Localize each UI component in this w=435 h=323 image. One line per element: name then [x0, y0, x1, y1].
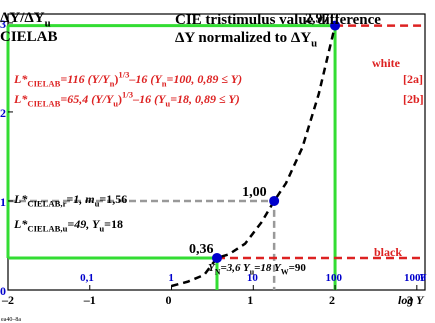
- note-u-part: CIELAB,u: [27, 224, 67, 234]
- note-bottom-part: N: [215, 267, 221, 276]
- formula-2b-part: u: [113, 99, 118, 109]
- formula-2b: L*CIELAB=65,4 (Y/Yu)1/3–16 (Yu=18, 0,89 …: [13, 90, 240, 109]
- note-bottom-part: =18 Y: [254, 262, 282, 274]
- formula-2b-part: u: [165, 99, 170, 109]
- data-label: 1,00: [242, 185, 266, 200]
- data-point: [211, 252, 222, 263]
- note-bottom-part: =3,6 Y: [220, 262, 251, 274]
- note-reference-part: u: [95, 199, 100, 209]
- cielab-label: CIELAB: [0, 29, 58, 45]
- formula-2b-tag: [2b]: [403, 92, 424, 106]
- x-tick-label: 0: [166, 293, 172, 307]
- formula-2b-part: L*: [13, 92, 28, 106]
- formula-2b-part: –16 (Y: [132, 92, 167, 106]
- note-reference-part: =1,56: [99, 192, 127, 206]
- note-bottom-part: W: [281, 267, 289, 276]
- formula-2a-part: =116 (Y/Y: [60, 72, 111, 86]
- chart-title: CIE tristimulus value difference: [175, 12, 381, 28]
- chart-subtitle-part: ΔY normalized to ΔY: [175, 30, 311, 46]
- secondary-tick-label: 0,1: [80, 272, 94, 284]
- data-label: 0,36: [189, 242, 214, 257]
- note-u-part: =18: [104, 217, 123, 231]
- chart-subtitle: ΔY normalized to ΔYu: [175, 30, 317, 50]
- formula-2a-part: –16 (Y: [128, 72, 163, 86]
- note-bottom-part: =90: [289, 262, 307, 274]
- chart-subtitle-part: u: [311, 38, 317, 50]
- footer-code: ea40–8a: [1, 317, 21, 323]
- note-u-part: L*: [13, 217, 28, 231]
- x-tick-label: –1: [83, 293, 96, 307]
- black-label: black: [374, 245, 402, 259]
- x-tick-label: 3: [407, 293, 413, 307]
- secondary-tick-label: 100: [325, 272, 342, 284]
- formula-2a-part: ): [114, 72, 118, 86]
- y-axis-label-part: u: [45, 18, 51, 30]
- chart-lines: [6, 13, 426, 291]
- green-black-box: [8, 256, 219, 290]
- note-u-part: u: [99, 224, 104, 234]
- data-point: [330, 20, 341, 31]
- note-bottom-part: Y: [208, 262, 216, 274]
- y-axis-label-part: ΔY/ΔY: [0, 10, 45, 26]
- plot-frame: [7, 13, 426, 291]
- y-axis-label: ΔY/ΔYu: [0, 10, 51, 30]
- formula-2a-part: n: [110, 79, 115, 89]
- formula-2a-tag: [2a]: [403, 72, 423, 86]
- formula-2b-part: =65,4 (Y/Y: [60, 92, 114, 106]
- secondary-axis-label: Y: [419, 272, 427, 284]
- secondary-tick-label: 1: [168, 272, 174, 284]
- formula-2a: L*CIELAB=116 (Y/Yn)1/3–16 (Yn=100, 0,89 …: [13, 70, 242, 89]
- formula-2a-part: L*: [13, 72, 28, 86]
- secondary-tick-label: 10: [247, 272, 258, 284]
- formula-2b-part: CIELAB: [27, 99, 60, 109]
- formula-2a-part: CIELAB: [27, 79, 60, 89]
- gray-reference-line: [8, 199, 276, 290]
- green-white-box: [8, 24, 337, 290]
- formula-2a-part: 1/3: [118, 70, 130, 80]
- note-bottom: YN=3,6 Yu=18 YW=90: [208, 262, 306, 276]
- note-reference: L*CIELAB,r=1, mu=1,56: [13, 192, 127, 209]
- note-u: L*CIELAB,u=49, Yu=18: [13, 217, 123, 234]
- note-reference-part: CIELAB,r: [27, 199, 66, 209]
- data-point: [269, 195, 280, 206]
- note-bottom-part: u: [250, 267, 255, 276]
- formula-2b-part: 1/3: [122, 90, 134, 100]
- x-tick-label: 2: [329, 293, 335, 307]
- note-reference-part: =1, m: [66, 192, 94, 206]
- y-tick-label: 3: [0, 17, 6, 31]
- y-tick-label: 1: [0, 195, 6, 209]
- y-tick-label: 0: [0, 284, 6, 298]
- note-u-part: =49, Y: [67, 217, 101, 231]
- x-axis-label: log Y: [398, 293, 425, 307]
- formula-2b-part: =18, 0,89 ≤ Y): [170, 92, 240, 106]
- x-tick-label: –2: [1, 293, 14, 307]
- formula-2a-part: n: [162, 79, 167, 89]
- note-reference-part: L*: [13, 192, 28, 206]
- y-tick-label: 2: [0, 106, 6, 120]
- formula-2b-part: ): [118, 92, 122, 106]
- secondary-tick-label: 1000: [404, 272, 427, 284]
- data-label: 2,97: [305, 12, 330, 27]
- series-line: [171, 25, 337, 288]
- x-tick-label: 1: [247, 293, 253, 307]
- white-label: white: [372, 56, 401, 70]
- formula-2a-part: =100, 0,89 ≤ Y): [167, 72, 243, 86]
